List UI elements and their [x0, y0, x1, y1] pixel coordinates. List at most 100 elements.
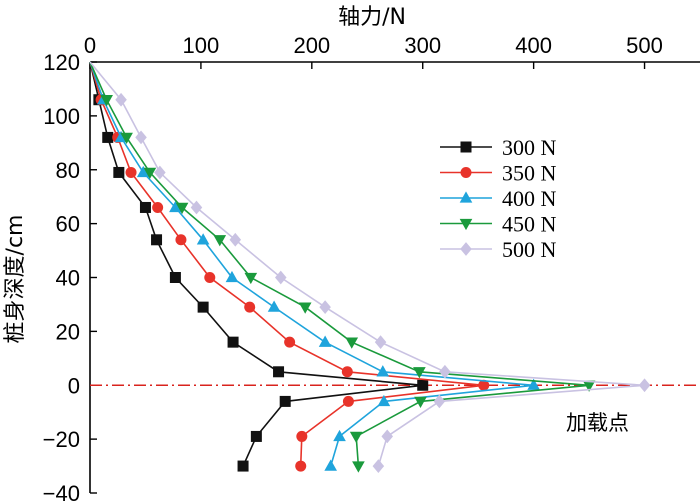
data-point — [237, 460, 249, 472]
data-point — [244, 301, 256, 313]
x-tick-label: 100 — [183, 33, 220, 58]
data-point — [120, 132, 133, 145]
data-point — [154, 165, 166, 180]
data-point — [113, 166, 125, 178]
data-point — [324, 459, 337, 471]
x-tick-label: 0 — [84, 33, 96, 58]
data-point — [319, 300, 331, 315]
data-point — [372, 459, 385, 473]
data-point — [296, 430, 308, 442]
data-point — [318, 335, 332, 347]
legend-marker — [460, 141, 472, 153]
legend-item: 400 N — [440, 186, 557, 211]
y-tick-label: 100 — [43, 104, 80, 129]
series-3 — [89, 61, 596, 473]
data-point — [100, 95, 113, 107]
data-point — [190, 200, 203, 215]
data-point — [229, 232, 242, 247]
data-point — [151, 234, 163, 246]
data-point — [527, 378, 540, 390]
data-point — [342, 395, 354, 407]
y-tick-label: 40 — [56, 266, 80, 291]
data-point — [175, 202, 189, 215]
x-tick-label: 200 — [293, 33, 330, 58]
x-axis: 0 100 200 300 400 500 — [84, 33, 663, 69]
data-point — [244, 272, 258, 285]
y-tick-label: 60 — [56, 212, 80, 237]
data-point — [376, 365, 390, 377]
series-line — [89, 61, 645, 467]
legend-marker — [460, 167, 472, 178]
data-point — [169, 200, 182, 213]
series-line — [89, 61, 484, 467]
loading-point-label: 加载点 — [566, 411, 629, 435]
data-point — [250, 430, 262, 442]
data-point — [374, 335, 387, 350]
data-point — [284, 336, 296, 348]
series-2 — [89, 61, 540, 471]
data-point — [273, 366, 285, 378]
legend-item: 350 N — [440, 161, 557, 186]
legend-marker — [459, 191, 473, 203]
data-point — [143, 167, 157, 180]
legend-item: 500 N — [440, 237, 557, 262]
legend-marker — [459, 218, 473, 231]
data-point — [175, 234, 187, 246]
data-point — [433, 394, 446, 409]
legend-label: 400 N — [502, 186, 557, 211]
x-tick-label: 500 — [626, 33, 663, 58]
y-axis: 120 100 80 60 40 20 0 −20 −40 — [43, 50, 97, 504]
data-point — [377, 394, 391, 407]
legend-item: 450 N — [440, 212, 557, 237]
series-line — [89, 61, 534, 467]
data-point — [478, 379, 490, 391]
data-point — [352, 461, 365, 473]
y-axis-title: 桩身深度/cm — [3, 215, 28, 344]
data-point — [439, 364, 451, 379]
data-point — [169, 272, 181, 283]
series-4 — [89, 61, 651, 473]
data-point — [139, 201, 151, 213]
series-line — [89, 61, 423, 467]
legend-label: 450 N — [502, 212, 557, 237]
data-point — [204, 272, 216, 283]
legend-item: 300 N — [440, 135, 557, 160]
y-tick-label: 80 — [56, 158, 80, 183]
data-point — [381, 429, 394, 444]
data-point — [227, 336, 239, 348]
series-1 — [89, 61, 490, 472]
x-axis-title: 轴力/N — [338, 5, 406, 30]
data-point — [125, 166, 137, 178]
data-point — [413, 367, 426, 379]
y-tick-label: −20 — [43, 427, 80, 452]
series-layer — [89, 61, 651, 473]
data-point — [213, 235, 227, 247]
data-point — [196, 233, 210, 245]
y-tick-label: 20 — [56, 319, 80, 344]
x-tick-label: 400 — [515, 33, 552, 58]
data-point — [638, 378, 651, 393]
data-point — [136, 165, 150, 178]
data-point — [225, 270, 239, 283]
series-line — [89, 61, 590, 467]
data-point — [414, 396, 427, 409]
data-point — [417, 379, 429, 391]
data-point — [135, 130, 147, 145]
data-point — [102, 131, 114, 143]
legend-label: 350 N — [502, 161, 557, 186]
data-point — [333, 429, 346, 442]
data-point — [115, 92, 127, 107]
data-point — [582, 380, 596, 392]
data-point — [152, 201, 164, 213]
data-point — [267, 300, 281, 312]
series-0 — [89, 61, 429, 472]
data-point — [295, 460, 307, 472]
data-point — [345, 337, 359, 349]
legend-marker — [460, 242, 472, 256]
data-point — [298, 302, 312, 314]
legend-label: 500 N — [502, 237, 557, 262]
data-point — [279, 395, 291, 407]
data-point — [341, 366, 353, 378]
